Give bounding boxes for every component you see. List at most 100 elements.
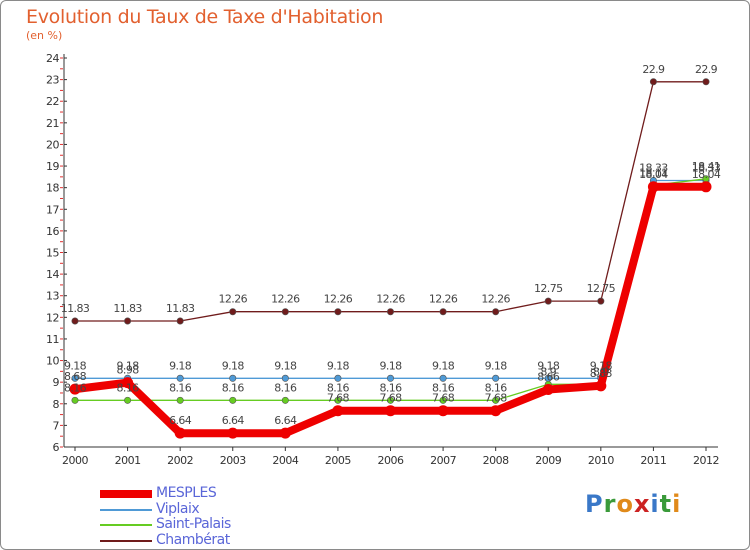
data-label: 18.04 [639, 168, 668, 181]
legend-label: Viplaix [156, 500, 200, 517]
chart-axes: 6 7 8 9 10 11 12 13 14 15 16 17 18 19 20 21 22 23 24 2000 20… [46, 52, 720, 467]
series-point [439, 396, 447, 404]
series-point [227, 427, 239, 439]
series-point [595, 380, 607, 392]
data-label: 8.98 [117, 364, 140, 377]
data-label: 8.16 [169, 381, 192, 394]
data-label: 9.18 [274, 359, 297, 372]
series-point [229, 374, 237, 382]
series-point [700, 181, 712, 193]
x-tick-label: 2009 [535, 454, 561, 467]
series-point [176, 374, 184, 382]
data-label: 12.75 [534, 282, 563, 295]
series-point [649, 78, 657, 86]
chart-data-labels: 8.68 8.98 6.64 6.64 6.64 7.68 7.68 7.68 7.68 8.66… [61, 63, 722, 427]
series-point [439, 374, 447, 382]
y-tick-label: 12 [46, 311, 59, 324]
data-label: 8.66 [537, 371, 560, 384]
data-label: 11.83 [166, 302, 195, 315]
data-label: 9.18 [432, 359, 455, 372]
y-tick-label: 21 [46, 117, 59, 130]
series-point [437, 405, 449, 417]
data-label: 6.64 [274, 414, 297, 427]
data-label: 8.16 [432, 381, 455, 394]
x-tick-label: 2012 [693, 454, 719, 467]
x-tick-label: 2001 [115, 454, 141, 467]
data-label: 6.64 [169, 414, 192, 427]
series-point [334, 396, 342, 404]
chart-title: Evolution du Taux de Taxe d'Habitation [26, 6, 384, 28]
data-label: 8.16 [64, 381, 87, 394]
y-tick-label: 7 [53, 419, 60, 432]
data-label: 22.9 [695, 63, 718, 76]
series-point [176, 396, 184, 404]
data-label: 8.83 [590, 367, 613, 380]
data-label: 8.16 [327, 381, 350, 394]
x-tick-label: 2002 [167, 454, 193, 467]
series-point [229, 308, 237, 316]
data-label: 8.16 [274, 381, 297, 394]
x-tick-label: 2010 [588, 454, 614, 467]
x-tick-label: 2007 [430, 454, 456, 467]
series-point [334, 308, 342, 316]
data-label: 7.68 [379, 392, 402, 405]
y-tick-label: 23 [46, 74, 59, 87]
series-point [229, 396, 237, 404]
series-point [439, 308, 447, 316]
legend-label: Saint-Palais [156, 516, 231, 532]
x-tick-label: 2004 [272, 454, 298, 467]
series-point [386, 396, 394, 404]
series-point [174, 427, 186, 439]
data-label: 18.41 [692, 160, 721, 173]
series-point [542, 384, 554, 396]
series-point [647, 181, 659, 193]
x-tick-label: 2006 [378, 454, 404, 467]
data-label: 7.68 [485, 392, 508, 405]
data-label: 8.68 [64, 370, 87, 383]
data-label: 8.16 [222, 381, 245, 394]
series-point [332, 405, 344, 417]
data-label: 12.26 [429, 293, 458, 306]
data-label: 12.26 [324, 293, 353, 306]
y-tick-label: 13 [46, 290, 59, 303]
data-label: 9.18 [485, 359, 508, 372]
series-point [490, 405, 502, 417]
data-label: 9.18 [222, 359, 245, 372]
data-label: 9.18 [64, 359, 87, 372]
data-label: 8.9 [540, 365, 556, 378]
y-tick-label: 18 [46, 182, 59, 195]
data-label: 8.16 [485, 381, 508, 394]
data-label: 9.18 [117, 359, 140, 372]
data-label: 18.33 [692, 162, 721, 175]
series-point [124, 317, 132, 325]
data-label: 9.18 [169, 359, 192, 372]
y-tick-label: 14 [46, 268, 59, 281]
y-tick-label: 19 [46, 160, 59, 173]
data-label: 9.18 [537, 359, 560, 372]
data-label: 18.11 [639, 166, 668, 179]
series-point [492, 374, 500, 382]
data-label: 12.75 [587, 282, 616, 295]
y-tick-label: 8 [53, 398, 60, 411]
data-label: 8.16 [379, 381, 402, 394]
data-label: 22.9 [642, 63, 665, 76]
legend-swatch [100, 524, 152, 526]
series-point [71, 374, 79, 382]
y-tick-label: 22 [46, 95, 59, 108]
x-tick-label: 2011 [640, 454, 666, 467]
data-label: 6.64 [222, 414, 245, 427]
data-label: 8.16 [117, 381, 140, 394]
chart-unit-label: (en %) [26, 29, 63, 42]
x-tick-label: 2003 [220, 454, 246, 467]
data-label: 12.26 [219, 293, 248, 306]
series-point [386, 374, 394, 382]
y-tick-label: 16 [46, 225, 59, 238]
series-point [492, 308, 500, 316]
data-label: 9.18 [379, 359, 402, 372]
series-point [544, 297, 552, 305]
series-point [176, 317, 184, 325]
y-tick-label: 6 [53, 441, 60, 454]
data-label: 7.68 [327, 392, 350, 405]
